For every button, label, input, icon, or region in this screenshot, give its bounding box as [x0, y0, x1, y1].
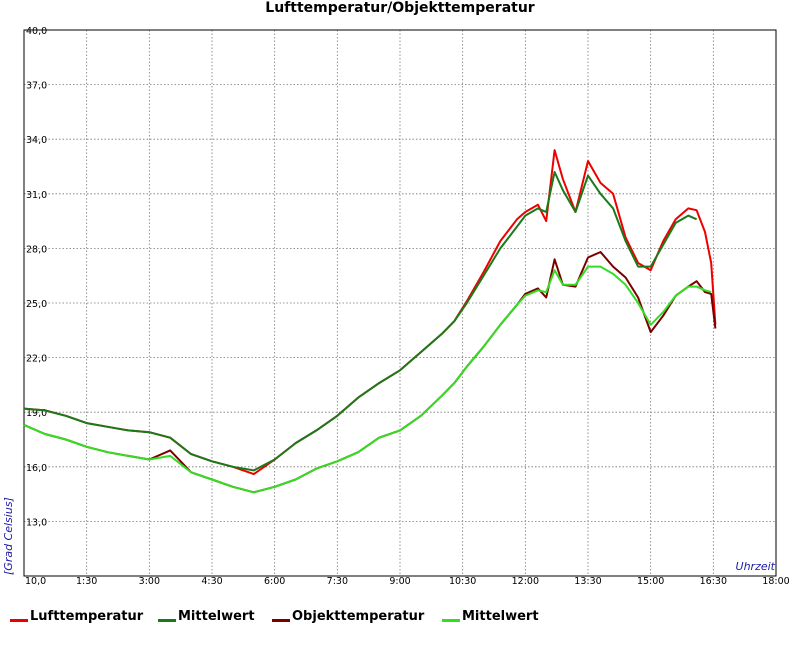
x-axis-title: Uhrzeit: [736, 560, 776, 573]
chart-plot: 10,0 1:30 3:00 4:30 6:00 7:30 9:00 10:30 12:00 13…: [2, 26, 790, 587]
y-tick-label: 34,0: [26, 135, 47, 146]
y-tick-label: 19,0: [26, 408, 47, 419]
x-tick-label: 9:00: [389, 576, 410, 587]
legend-swatch-lufttemperatur: [10, 619, 28, 622]
legend-swatch-mittelwert-1: [158, 619, 176, 622]
series-line-0: [23, 149, 717, 476]
x-tick-label: 16:30: [700, 576, 727, 587]
axis-layer: 10,0 1:30 3:00 4:30 6:00 7:30 9:00 10:30 12:00 13…: [23, 26, 790, 587]
y-tick-label: 28,0: [26, 244, 47, 255]
legend-label-lufttemperatur: Lufttemperatur: [30, 609, 144, 624]
x-tick-label: 15:00: [637, 576, 664, 587]
x-tick-label: 13:30: [574, 576, 601, 587]
x-tick-label: 6:00: [264, 576, 285, 587]
x-tick-label: 1:30: [76, 576, 97, 587]
x-tick-label: 10,0: [25, 576, 46, 587]
y-tick-label: 13,0: [26, 517, 47, 528]
y-tick-label: 22,0: [26, 354, 47, 365]
y-axis-title: [Grad Celsius]: [2, 497, 15, 575]
y-tick-label: 37,0: [26, 81, 47, 92]
x-tick-label: 18:00: [762, 576, 789, 587]
chart-title: Lufttemperatur/Objekttemperatur: [265, 0, 535, 16]
x-tick-label: 4:30: [201, 576, 222, 587]
y-tick-label: 25,0: [26, 299, 47, 310]
plot-frame: [23, 29, 777, 577]
x-tick-label: 3:00: [139, 576, 160, 587]
legend-label-mittelwert-1: Mittelwert: [178, 609, 255, 624]
legend-swatch-mittelwert-2: [442, 619, 460, 622]
y-tick-label: 40,0: [26, 26, 47, 37]
y-tick-label: 16,0: [26, 463, 47, 474]
y-tick-label: 31,0: [26, 190, 47, 201]
grid-layer: [24, 30, 776, 576]
x-tick-label: 7:30: [327, 576, 348, 587]
legend-label-mittelwert-2: Mittelwert: [462, 609, 539, 624]
legend-swatch-objekttemperatur: [272, 619, 290, 622]
series-layer: [23, 149, 717, 494]
x-tick-label: 10:30: [449, 576, 476, 587]
series-line-1: [23, 171, 698, 472]
series-line-3: [23, 265, 712, 494]
x-tick-label: 12:00: [512, 576, 539, 587]
legend-label-objekttemperatur: Objekttemperatur: [292, 609, 425, 624]
